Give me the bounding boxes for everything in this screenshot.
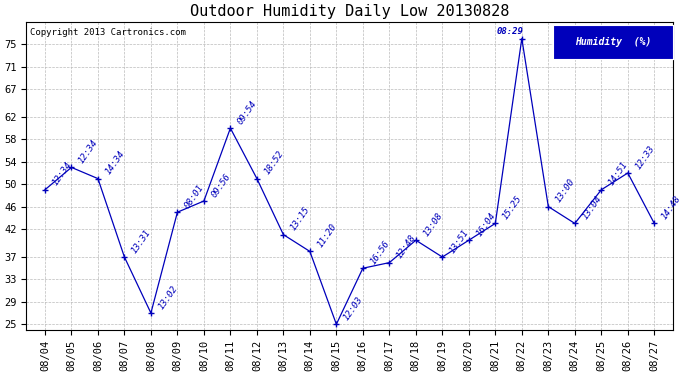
Text: 08:01: 08:01 [183,183,206,210]
Text: 12:34: 12:34 [50,160,73,188]
Text: 14:34: 14:34 [104,149,126,176]
Text: 13:31: 13:31 [130,228,152,255]
Text: 13:51: 13:51 [448,228,471,255]
Text: 09:54: 09:54 [236,99,259,126]
Text: 13:08: 13:08 [422,211,444,238]
Text: 12:33: 12:33 [633,144,656,171]
Text: 13:04: 13:04 [580,194,603,221]
Text: Copyright 2013 Cartronics.com: Copyright 2013 Cartronics.com [30,28,186,37]
Text: 12:03: 12:03 [342,295,365,322]
Text: 08:29: 08:29 [497,27,524,36]
Text: 12:48: 12:48 [395,233,417,261]
Text: 15:25: 15:25 [501,194,524,221]
Text: 16:56: 16:56 [368,239,391,266]
Text: 18:52: 18:52 [262,149,285,176]
Text: 09:56: 09:56 [210,172,233,199]
Text: 13:15: 13:15 [289,205,312,232]
Text: 12:34: 12:34 [77,138,100,165]
Text: 13:00: 13:00 [554,177,577,204]
Text: 11:20: 11:20 [315,222,338,249]
Text: 13:02: 13:02 [157,284,179,311]
Text: 14:48: 14:48 [660,194,682,221]
Title: Outdoor Humidity Daily Low 20130828: Outdoor Humidity Daily Low 20130828 [190,4,509,19]
Text: 14:51: 14:51 [607,160,630,188]
Text: 16:04: 16:04 [475,211,497,238]
